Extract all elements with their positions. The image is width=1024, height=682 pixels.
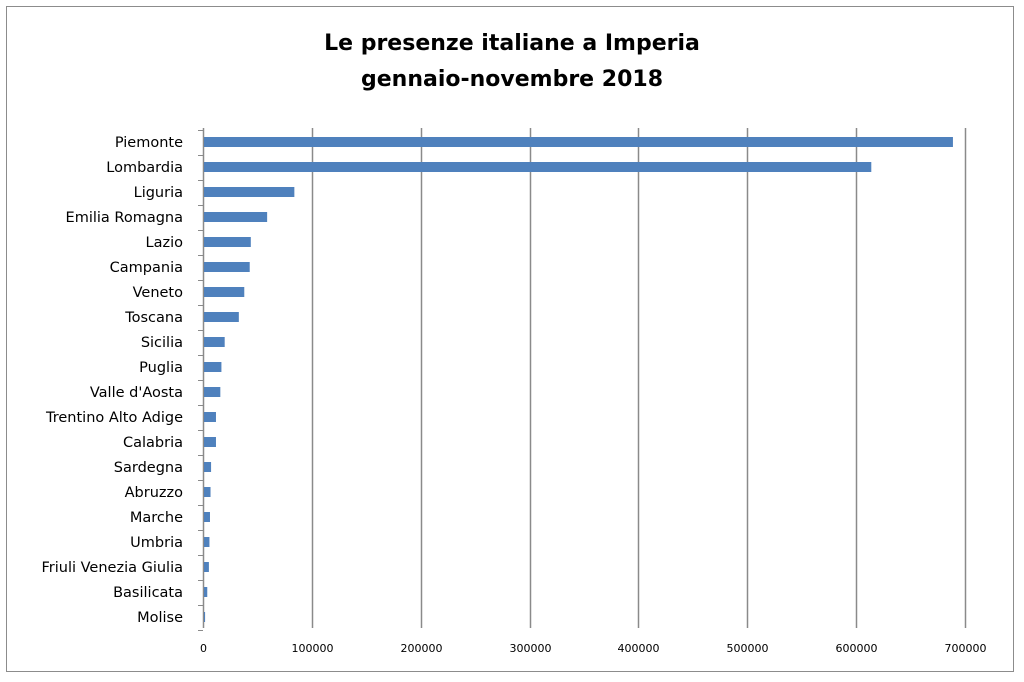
bar bbox=[204, 387, 221, 397]
category-label: Sardegna bbox=[114, 460, 183, 476]
category-label: Friuli Venezia Giulia bbox=[42, 560, 184, 576]
bar bbox=[204, 337, 225, 347]
bar bbox=[204, 187, 295, 197]
x-tick-label: 100000 bbox=[292, 642, 334, 655]
bar bbox=[204, 587, 208, 597]
category-label: Sicilia bbox=[141, 335, 183, 351]
bar bbox=[204, 487, 211, 497]
category-label: Valle d'Aosta bbox=[90, 385, 183, 401]
category-label: Umbria bbox=[130, 535, 183, 551]
category-label: Campania bbox=[110, 260, 183, 276]
bar bbox=[204, 462, 212, 472]
bar bbox=[204, 212, 268, 222]
category-label: Trentino Alto Adige bbox=[45, 410, 183, 426]
bar bbox=[204, 537, 210, 547]
x-tick-label: 500000 bbox=[727, 642, 769, 655]
chart-title-line-2: gennaio-novembre 2018 bbox=[361, 67, 663, 92]
bar bbox=[204, 362, 222, 372]
category-label: Calabria bbox=[123, 435, 183, 451]
category-label: Liguria bbox=[134, 185, 183, 201]
chart-frame bbox=[6, 6, 1014, 672]
bar bbox=[204, 562, 209, 572]
x-tick-label: 600000 bbox=[836, 642, 878, 655]
category-label: Emilia Romagna bbox=[66, 210, 183, 226]
category-label: Basilicata bbox=[113, 585, 183, 601]
category-label: Puglia bbox=[139, 360, 183, 376]
category-label: Piemonte bbox=[115, 135, 183, 151]
category-label: Marche bbox=[130, 510, 183, 526]
category-label: Abruzzo bbox=[125, 485, 183, 501]
x-tick-label: 200000 bbox=[401, 642, 443, 655]
bar bbox=[204, 512, 210, 522]
bar bbox=[204, 312, 239, 322]
bar bbox=[204, 262, 250, 272]
bar bbox=[204, 162, 872, 172]
bar bbox=[204, 137, 953, 147]
bar bbox=[204, 237, 251, 247]
category-label: Veneto bbox=[133, 285, 184, 301]
bar bbox=[204, 287, 245, 297]
x-tick-label: 400000 bbox=[618, 642, 660, 655]
category-label: Molise bbox=[137, 610, 183, 626]
category-label: Toscana bbox=[124, 310, 183, 326]
x-tick-label: 0 bbox=[200, 642, 207, 655]
chart-title-line-1: Le presenze italiane a Imperia bbox=[324, 31, 700, 56]
category-label: Lombardia bbox=[106, 160, 183, 176]
bar bbox=[204, 412, 216, 422]
category-label: Lazio bbox=[146, 235, 184, 251]
bar bbox=[204, 612, 206, 622]
chart-title: Le presenze italiane a Imperia gennaio-n… bbox=[0, 26, 1024, 98]
x-tick-label: 300000 bbox=[510, 642, 552, 655]
x-tick-label: 700000 bbox=[945, 642, 987, 655]
bar bbox=[204, 437, 216, 447]
